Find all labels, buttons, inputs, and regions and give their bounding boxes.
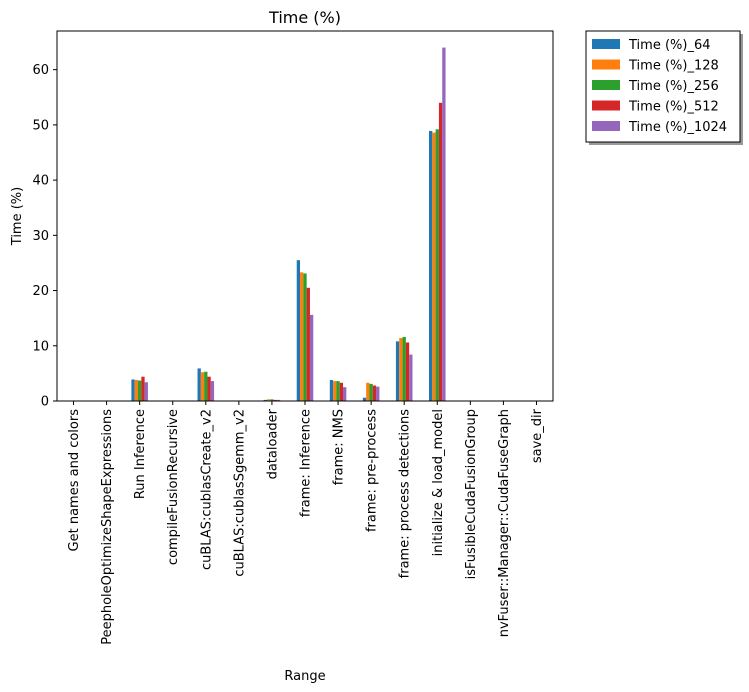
- bar: [273, 399, 277, 401]
- y-tick-label: 50: [32, 118, 49, 133]
- legend-entry: Time (%)_64: [628, 38, 711, 53]
- bar: [369, 383, 373, 401]
- bar: [336, 381, 340, 401]
- bar: [395, 341, 400, 401]
- x-tick-label: compileFusionRecursive: [166, 409, 181, 565]
- bar: [306, 287, 310, 401]
- y-tick-label: 30: [32, 229, 49, 244]
- bar: [429, 130, 433, 401]
- bar: [333, 381, 337, 401]
- x-tick-label: dataloader: [265, 408, 280, 479]
- x-tick-label: save_dir: [530, 408, 545, 463]
- x-tick-label: frame: process detections: [398, 409, 413, 579]
- x-tick-label: isFusibleCudaFusionGroup: [464, 409, 479, 579]
- bar: [266, 399, 271, 401]
- bar: [339, 382, 344, 401]
- chart-title: Time (%): [268, 8, 341, 27]
- legend-entry: Time (%)_512: [628, 100, 719, 115]
- bar: [442, 47, 446, 401]
- x-tick-label: initialize & load_model: [431, 409, 446, 556]
- bar: [134, 380, 139, 401]
- bar: [144, 382, 148, 401]
- bar: [376, 386, 380, 401]
- bar: [372, 385, 377, 401]
- bar: [362, 397, 367, 401]
- legend-swatch: [592, 121, 620, 131]
- x-tick-label: Run Inference: [133, 409, 148, 499]
- bar: [309, 314, 314, 401]
- bar: [263, 399, 267, 401]
- x-tick-label: nvFuser::Manager::CudaFuseGraph: [497, 409, 512, 637]
- bar: [435, 129, 439, 402]
- x-tick-label: frame: pre-process: [365, 409, 380, 532]
- x-tick-label: cuBLAS:cublasSgemm_v2: [232, 409, 247, 577]
- plot-frame: [56, 30, 554, 402]
- x-tick-label: Get names and colors: [67, 409, 82, 552]
- bar: [409, 354, 413, 401]
- y-tick-label: 60: [32, 63, 49, 78]
- bar: [303, 273, 307, 401]
- legend-entry: Time (%)_256: [628, 79, 719, 94]
- bar: [399, 338, 403, 401]
- x-tick-label: frame: NMS: [332, 409, 347, 485]
- y-tick-label: 20: [32, 284, 49, 299]
- y-tick-label: 0: [41, 395, 49, 410]
- bar: [343, 387, 347, 401]
- bar: [366, 382, 370, 401]
- legend-swatch: [592, 59, 620, 70]
- y-tick-label: 10: [32, 339, 49, 354]
- legend-swatch: [592, 100, 620, 111]
- bar: [405, 342, 410, 401]
- bar: [432, 132, 436, 402]
- bar: [138, 380, 142, 401]
- x-tick-label: frame: Inference: [299, 409, 314, 517]
- y-axis-title: Time (%): [10, 187, 25, 246]
- bar: [200, 372, 205, 401]
- bar: [296, 260, 301, 401]
- x-axis-title: Range: [284, 669, 325, 684]
- bar: [210, 381, 215, 401]
- bar: [141, 376, 145, 401]
- bar: [270, 399, 274, 401]
- bar: [204, 371, 208, 401]
- bar: [207, 376, 211, 401]
- legend-entry: Time (%)_1024: [628, 120, 727, 135]
- bar: [300, 272, 304, 401]
- bar: [329, 380, 334, 401]
- legend-swatch: [592, 80, 620, 90]
- legend: Time (%)_64 Time (%)_128 Time (%)_256 Time …: [585, 30, 743, 145]
- bar: [438, 102, 443, 401]
- bar: [402, 336, 406, 401]
- plot-area: 0 10 20 30 40 50 60 Get names and colors Peephol…: [32, 30, 554, 645]
- legend-entry: Time (%)_128: [628, 59, 719, 74]
- x-tick-label: cuBLAS:cublasCreate_v2: [199, 409, 214, 570]
- y-tick-label: 40: [32, 174, 49, 189]
- legend-swatch: [592, 39, 620, 49]
- x-tick-label: PeepholeOptimizeShapeExpressions: [100, 409, 115, 645]
- bar: [276, 399, 281, 401]
- bar: [197, 368, 201, 401]
- bar: [131, 379, 135, 401]
